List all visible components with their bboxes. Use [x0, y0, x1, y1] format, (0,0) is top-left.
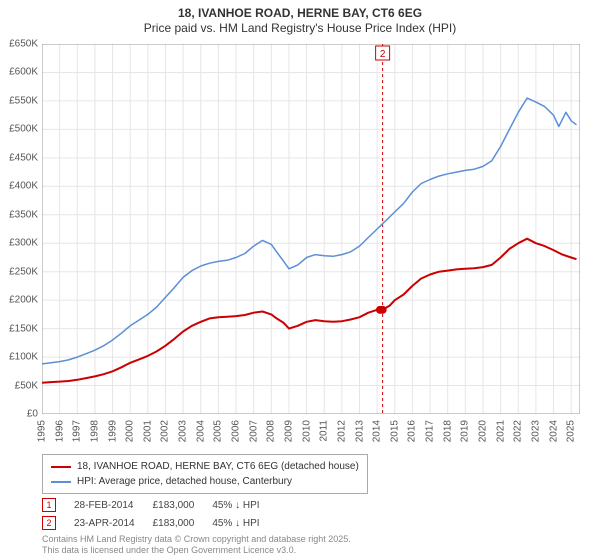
- x-tick-label: 2008: [266, 420, 277, 442]
- legend-swatch-hpi: [51, 481, 71, 483]
- x-tick-label: 2014: [372, 420, 383, 442]
- footer-attribution: Contains HM Land Registry data © Crown c…: [42, 534, 351, 557]
- x-tick-label: 2015: [389, 420, 400, 442]
- x-tick-label: 2007: [248, 420, 259, 442]
- y-tick-label: £50K: [15, 380, 38, 391]
- x-tick-label: 2012: [336, 420, 347, 442]
- x-tick-label: 2025: [566, 420, 577, 442]
- x-tick-label: 2011: [319, 420, 330, 442]
- x-tick-label: 2013: [354, 420, 365, 442]
- y-tick-label: £0: [27, 409, 38, 420]
- chart-title: 18, IVANHOE ROAD, HERNE BAY, CT6 6EG Pri…: [0, 0, 600, 36]
- footer-line2: This data is licensed under the Open Gov…: [42, 545, 351, 556]
- svg-text:2: 2: [380, 49, 386, 60]
- legend-label-hpi: HPI: Average price, detached house, Cant…: [77, 474, 292, 489]
- sale-marker-box: 1: [42, 498, 56, 512]
- y-tick-label: £250K: [9, 266, 38, 277]
- x-tick-label: 2006: [231, 420, 242, 442]
- sale-delta: 45% ↓ HPI: [212, 514, 277, 532]
- legend-item-hpi: HPI: Average price, detached house, Cant…: [51, 474, 359, 489]
- x-tick-label: 2021: [495, 420, 506, 442]
- chart-legend: 18, IVANHOE ROAD, HERNE BAY, CT6 6EG (de…: [42, 454, 368, 494]
- y-tick-label: £500K: [9, 124, 38, 135]
- title-subtitle: Price paid vs. HM Land Registry's House …: [0, 21, 600, 36]
- y-tick-label: £200K: [9, 295, 38, 306]
- x-tick-label: 2005: [213, 420, 224, 442]
- x-tick-label: 2016: [407, 420, 418, 442]
- footer-line1: Contains HM Land Registry data © Crown c…: [42, 534, 351, 545]
- x-tick-label: 2022: [513, 420, 524, 442]
- y-tick-label: £100K: [9, 352, 38, 363]
- x-tick-label: 2023: [530, 420, 541, 442]
- x-tick-label: 2010: [301, 420, 312, 442]
- sale-price: £183,000: [153, 496, 213, 514]
- y-tick-label: £400K: [9, 181, 38, 192]
- sale-date: 23-APR-2014: [74, 514, 153, 532]
- x-tick-label: 2024: [548, 420, 559, 442]
- sale-date: 28-FEB-2014: [74, 496, 153, 514]
- x-tick-label: 2003: [178, 420, 189, 442]
- x-tick-label: 2000: [125, 420, 136, 442]
- x-tick-label: 2001: [142, 420, 153, 442]
- chart-plot: 2: [42, 44, 580, 414]
- x-tick-label: 2002: [160, 420, 171, 442]
- x-tick-label: 1998: [89, 420, 100, 442]
- sale-marker-box: 2: [42, 516, 56, 530]
- x-tick-label: 2004: [195, 420, 206, 442]
- legend-label-price-paid: 18, IVANHOE ROAD, HERNE BAY, CT6 6EG (de…: [77, 459, 359, 474]
- chart-container: 18, IVANHOE ROAD, HERNE BAY, CT6 6EG Pri…: [0, 0, 600, 560]
- y-tick-label: £600K: [9, 67, 38, 78]
- y-tick-label: £300K: [9, 238, 38, 249]
- sale-row: 2 23-APR-2014£183,00045% ↓ HPI: [42, 514, 278, 532]
- y-axis-labels: £0£50K£100K£150K£200K£250K£300K£350K£400…: [0, 44, 40, 414]
- legend-swatch-price-paid: [51, 466, 71, 468]
- y-tick-label: £350K: [9, 209, 38, 220]
- sale-price: £183,000: [153, 514, 213, 532]
- y-tick-label: £150K: [9, 323, 38, 334]
- sales-table: 1 28-FEB-2014£183,00045% ↓ HPI 2 23-APR-201…: [42, 496, 278, 532]
- y-tick-label: £450K: [9, 152, 38, 163]
- x-tick-label: 1997: [72, 420, 83, 442]
- x-tick-label: 2018: [442, 420, 453, 442]
- y-tick-label: £650K: [9, 39, 38, 50]
- x-tick-label: 1996: [54, 420, 65, 442]
- sale-row: 1 28-FEB-2014£183,00045% ↓ HPI: [42, 496, 278, 514]
- title-address: 18, IVANHOE ROAD, HERNE BAY, CT6 6EG: [0, 6, 600, 21]
- x-tick-label: 2017: [425, 420, 436, 442]
- x-tick-label: 2009: [283, 420, 294, 442]
- sale-delta: 45% ↓ HPI: [212, 496, 277, 514]
- x-tick-label: 2020: [477, 420, 488, 442]
- x-tick-label: 1995: [37, 420, 48, 442]
- x-tick-label: 1999: [107, 420, 118, 442]
- y-tick-label: £550K: [9, 95, 38, 106]
- x-tick-label: 2019: [460, 420, 471, 442]
- legend-item-price-paid: 18, IVANHOE ROAD, HERNE BAY, CT6 6EG (de…: [51, 459, 359, 474]
